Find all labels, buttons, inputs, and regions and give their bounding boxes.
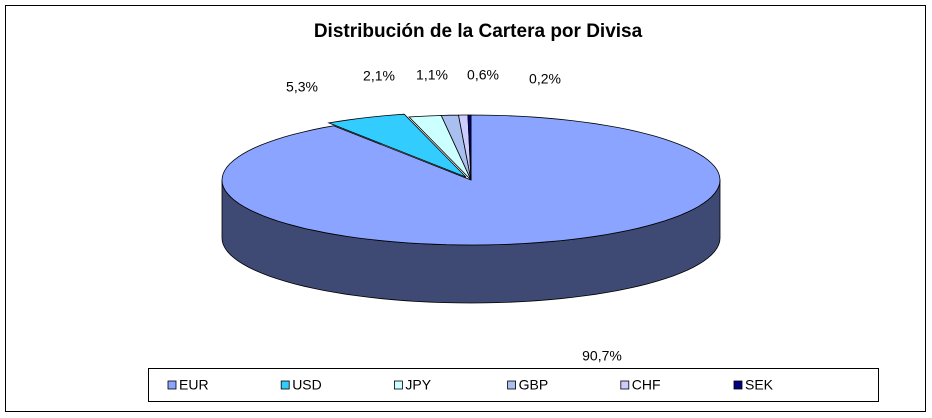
data-label: 2,1%: [363, 68, 395, 84]
legend-swatch: [393, 380, 403, 390]
legend-label: EUR: [179, 377, 209, 393]
legend-label: GBP: [519, 377, 549, 393]
legend-label: JPY: [405, 377, 431, 393]
legend-label: CHF: [632, 377, 661, 393]
data-label: 1,1%: [416, 67, 448, 83]
data-label: 0,6%: [467, 67, 499, 83]
slice: [467, 114, 472, 181]
legend-swatch: [167, 380, 177, 390]
data-label: 0,2%: [529, 71, 561, 87]
data-label: 90,7%: [582, 348, 622, 364]
legend-swatch: [280, 380, 290, 390]
data-label: 5,3%: [286, 79, 318, 95]
legend-swatch: [733, 380, 743, 390]
slice: [327, 113, 467, 178]
chart-title: Distribución de la Cartera por Divisa: [314, 21, 643, 42]
legend-label: USD: [292, 377, 322, 393]
legend-swatch: [620, 380, 630, 390]
legend-swatch: [507, 380, 517, 390]
legend-label: SEK: [745, 377, 774, 393]
